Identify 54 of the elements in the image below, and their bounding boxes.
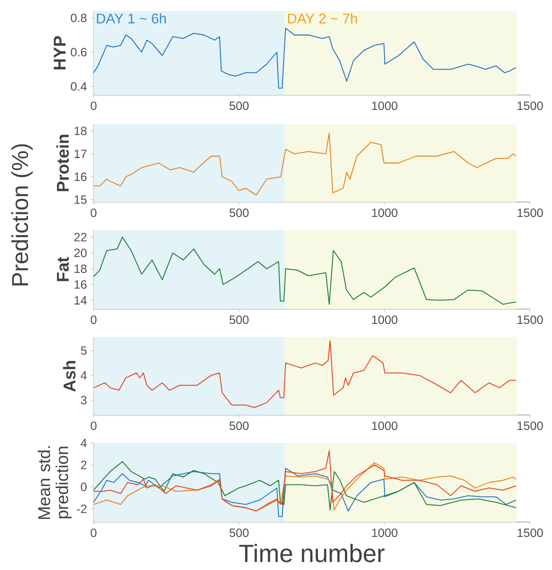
y-tick-label: 3 xyxy=(80,396,87,404)
y-tick-label: 0.4 xyxy=(70,82,87,91)
y-tick-label: 20 xyxy=(74,248,87,258)
line-series xyxy=(93,340,516,408)
x-tick-label: 500 xyxy=(230,422,249,430)
line-series xyxy=(93,132,516,196)
band-label: DAY 1 ~ 6h xyxy=(96,13,166,24)
x-tick-label: 1500 xyxy=(518,208,543,218)
y-tick-label: 5 xyxy=(80,346,87,355)
x-tick-label: 500 xyxy=(230,528,249,538)
x-axis-title: Time number xyxy=(239,544,385,562)
y-axis-title: Ash xyxy=(63,361,76,392)
y-tick-label: 15 xyxy=(74,196,87,204)
x-tick-label: 0 xyxy=(90,208,96,218)
y-tick-label: 18 xyxy=(74,264,87,273)
y-axis-title: HYP xyxy=(54,36,66,70)
x-tick-label: 1500 xyxy=(518,528,543,538)
x-tick-label: 0 xyxy=(90,316,96,324)
line-series xyxy=(93,236,516,305)
y-tick-label: 4 xyxy=(80,371,87,380)
y-tick-label: 0.8 xyxy=(70,14,87,22)
x-tick-label: 1000 xyxy=(372,316,398,324)
x-tick-label: 0 xyxy=(90,528,96,538)
y-axis-title: Mean std. prediction xyxy=(38,446,72,519)
x-tick-label: 500 xyxy=(230,102,249,110)
y-tick-label: 16 xyxy=(74,280,87,289)
y-tick-label: 14 xyxy=(74,296,87,304)
x-tick-label: 500 xyxy=(230,316,249,324)
x-tick-label: 1000 xyxy=(372,528,398,538)
y-axis-title: Fat xyxy=(56,256,69,282)
x-tick-label: 1500 xyxy=(518,422,543,430)
y-tick-label: 0 xyxy=(80,482,87,492)
x-tick-label: 1000 xyxy=(372,422,398,430)
y-tick-label: 17 xyxy=(74,150,86,158)
y-tick-label: 4 xyxy=(80,438,87,448)
y-axis-title: Protein xyxy=(56,134,69,192)
band-label: DAY 2 ~ 7h xyxy=(288,13,357,24)
line-series xyxy=(93,468,516,517)
x-tick-label: 0 xyxy=(90,422,96,430)
y-tick-label: 0.6 xyxy=(70,48,87,56)
y-tick-label: 16 xyxy=(74,172,87,182)
x-tick-label: 1500 xyxy=(518,102,543,110)
x-tick-label: 1500 xyxy=(518,316,543,324)
y-tick-label: -2 xyxy=(76,504,86,514)
y-tick-label: 22 xyxy=(74,232,86,242)
line-series xyxy=(93,450,516,512)
x-tick-label: 1000 xyxy=(372,102,398,110)
text: Prediction (%) xyxy=(11,144,33,286)
x-tick-label: 1000 xyxy=(372,208,398,218)
line-series xyxy=(93,28,516,89)
x-tick-label: 0 xyxy=(90,102,96,110)
y-tick-label: 18 xyxy=(74,126,87,136)
x-tick-label: 500 xyxy=(230,208,249,218)
y-tick-label: 2 xyxy=(80,460,86,470)
